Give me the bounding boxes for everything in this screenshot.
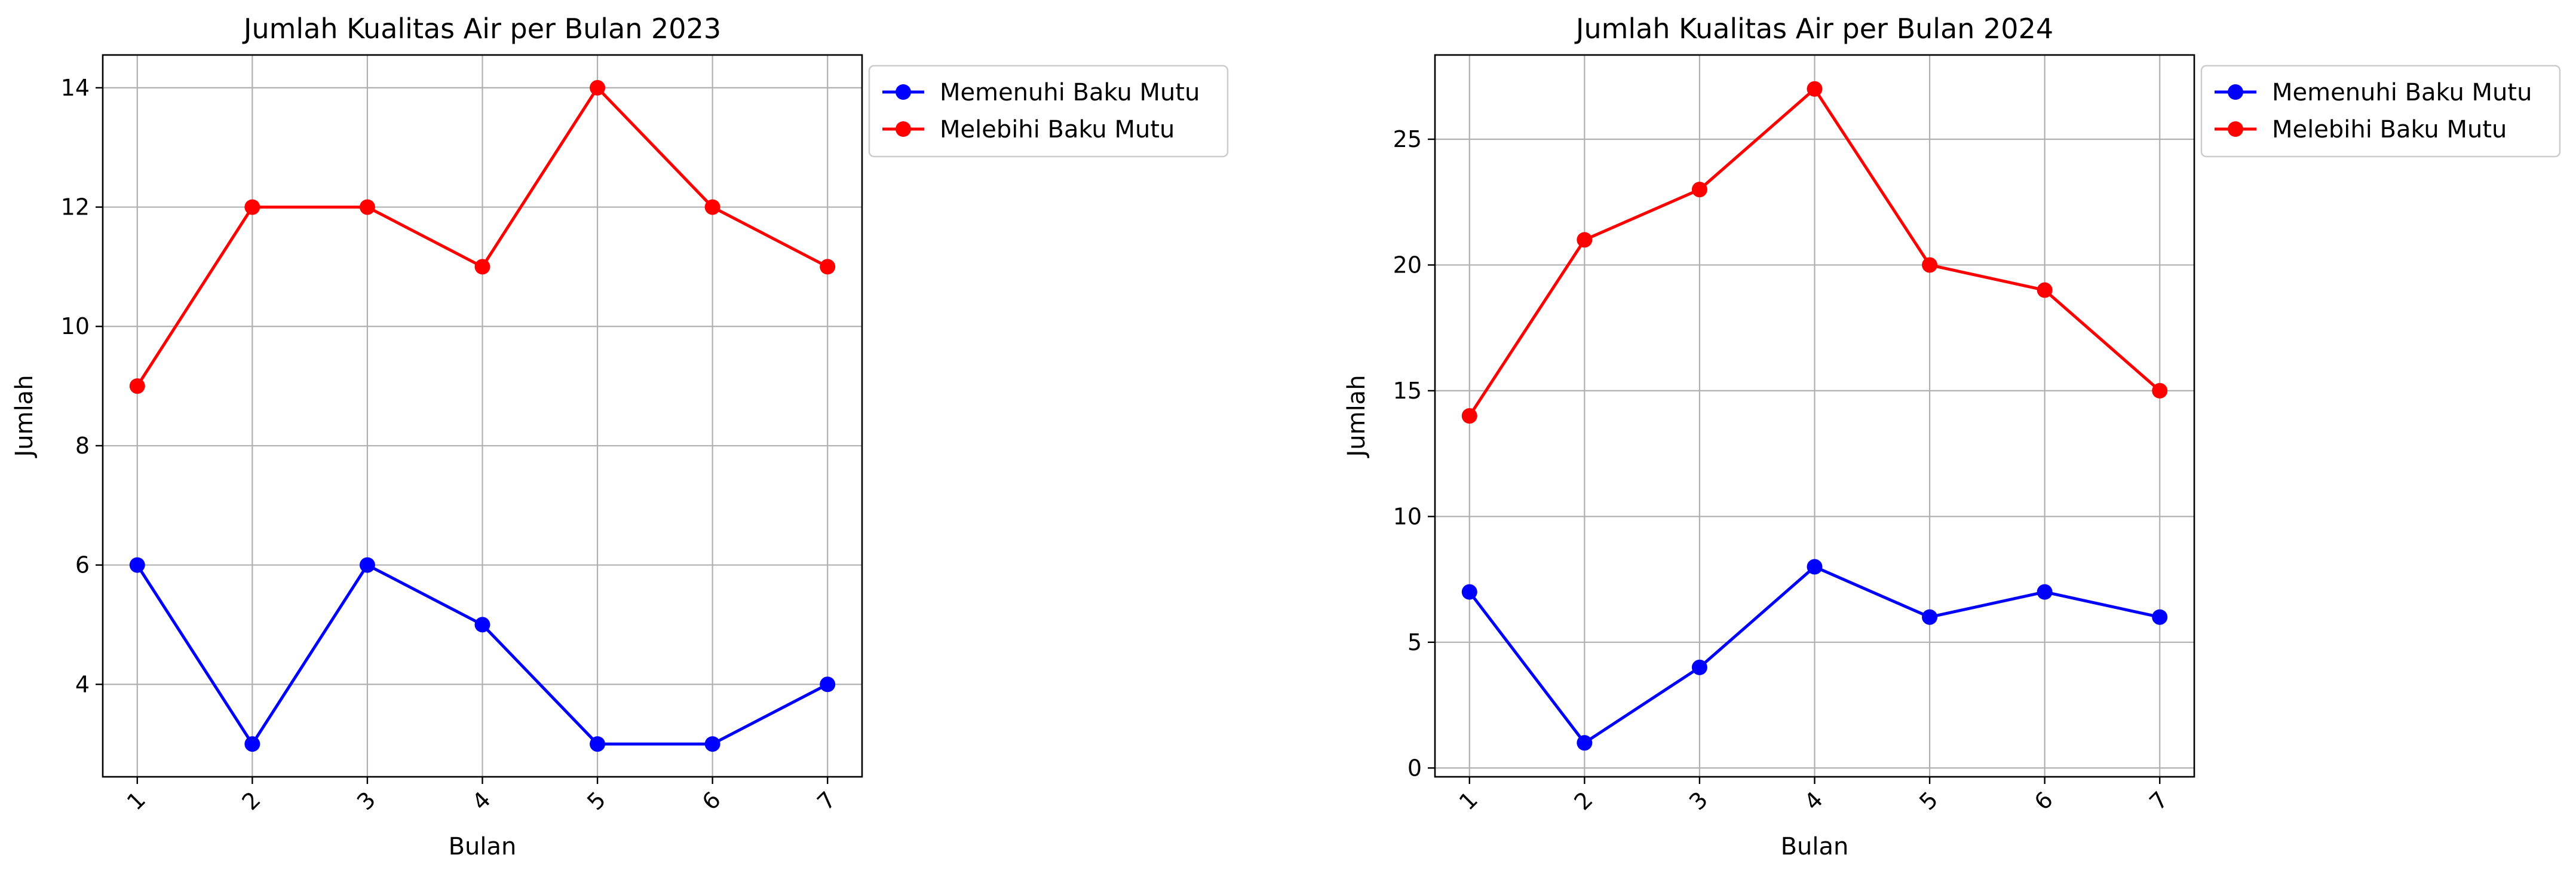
x-tick-label: 6	[697, 786, 726, 815]
data-point	[704, 736, 720, 752]
legend-swatch-marker	[2228, 84, 2243, 100]
y-tick-label: 20	[1393, 252, 1422, 278]
y-tick-label: 15	[1393, 378, 1422, 404]
data-point	[820, 676, 836, 693]
y-tick-label: 10	[1393, 503, 1422, 529]
y-tick-label: 6	[75, 552, 90, 578]
chart-title: Jumlah Kualitas Air per Bulan 2024	[1574, 13, 2053, 45]
legend-frame	[2200, 65, 2561, 158]
x-tick-label: 5	[1914, 786, 1943, 815]
data-point	[1691, 659, 1707, 675]
data-point	[1691, 182, 1707, 198]
data-point	[474, 259, 490, 275]
legend-frame	[868, 65, 1229, 158]
data-point	[1922, 609, 1938, 625]
legend: Memenuhi Baku Mutu Melebihi Baku Mutu	[868, 65, 1229, 158]
x-tick-label: 2	[237, 786, 265, 815]
y-tick-label: 4	[75, 671, 90, 697]
data-point	[1577, 735, 1593, 751]
data-point	[1577, 232, 1593, 248]
x-axis-label: Bulan	[1781, 833, 1849, 860]
data-point	[1807, 559, 1823, 575]
x-tick-label: 5	[582, 786, 611, 815]
x-tick-label: 4	[467, 786, 496, 815]
data-point	[820, 259, 836, 275]
x-tick-label: 2	[1569, 786, 1597, 815]
legend-swatch-marker	[2228, 121, 2243, 137]
data-point	[129, 557, 145, 573]
y-axis-label: Jumlah	[11, 375, 38, 458]
legend-swatch-marker	[896, 84, 911, 100]
x-tick-label: 3	[352, 786, 381, 815]
x-axis-label: Bulan	[449, 833, 517, 860]
y-tick-label: 12	[61, 194, 90, 220]
y-tick-label: 0	[1407, 755, 1422, 781]
legend-label: Melebihi Baku Mutu	[940, 116, 1174, 143]
y-tick-label: 5	[1407, 629, 1422, 656]
y-tick-label: 10	[61, 313, 90, 339]
legend-label: Memenuhi Baku Mutu	[2272, 79, 2532, 106]
legend-label: Memenuhi Baku Mutu	[940, 79, 1200, 106]
data-point	[2037, 584, 2053, 600]
data-point	[704, 199, 720, 215]
data-point	[2152, 382, 2168, 399]
y-tick-label: 14	[61, 75, 90, 101]
chart-title: Jumlah Kualitas Air per Bulan 2023	[242, 13, 721, 45]
y-axis-label: Jumlah	[1343, 375, 1370, 458]
data-point	[359, 199, 375, 215]
data-point	[359, 557, 375, 573]
data-point	[590, 79, 606, 96]
x-tick-label: 6	[2029, 786, 2058, 815]
y-tick-label: 8	[75, 433, 90, 459]
legend: Memenuhi Baku Mutu Melebihi Baku Mutu	[2200, 65, 2561, 158]
data-point	[1461, 584, 1477, 600]
x-tick-label: 3	[1684, 786, 1713, 815]
x-tick-label: 7	[2144, 786, 2173, 815]
data-point	[2152, 609, 2168, 625]
chart-2: 0 5 10 15 20 25 1 2 3 4 5 6 7 Jumlah Kualitas Air per…	[1343, 13, 2561, 860]
data-point	[1461, 408, 1477, 424]
data-point	[244, 199, 260, 215]
data-point	[1807, 81, 1823, 97]
data-point	[244, 736, 260, 752]
data-point	[1922, 257, 1938, 273]
data-point	[129, 378, 145, 394]
x-tick-label: 4	[1799, 786, 1828, 815]
legend-label: Melebihi Baku Mutu	[2272, 116, 2507, 143]
y-tick-label: 25	[1393, 126, 1422, 152]
data-point	[590, 736, 606, 752]
x-tick-label: 1	[122, 786, 151, 815]
data-point	[2037, 282, 2053, 298]
data-point	[474, 617, 490, 633]
x-tick-label: 7	[812, 786, 841, 815]
legend-swatch-marker	[896, 121, 911, 137]
x-tick-label: 1	[1454, 786, 1483, 815]
